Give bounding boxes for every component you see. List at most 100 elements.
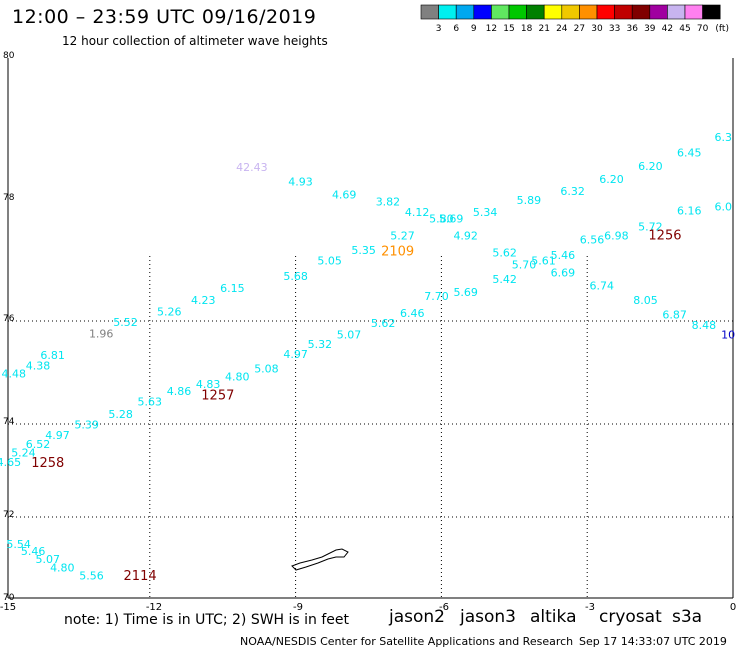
swh-value: 4.38 <box>26 359 51 372</box>
legend-jason3: jason3 <box>460 607 516 627</box>
color-bin-label: 21 <box>538 24 549 34</box>
color-bin-label: 36 <box>626 24 638 34</box>
swh-value: 4.80 <box>50 561 75 574</box>
color-bin-label: 45 <box>679 24 690 34</box>
color-swatch <box>543 4 563 20</box>
legend-cryosat: cryosat <box>599 607 662 627</box>
swh-value: 5.69 <box>439 212 464 225</box>
swh-value: 5.26 <box>157 306 182 319</box>
lon-tick-label: -3 <box>585 602 595 613</box>
wave-height-observations: 42.434.934.693.824.125.805.695.345.896.3… <box>0 131 735 583</box>
color-bin-label: 30 <box>591 24 603 34</box>
swh-value: 5.72 <box>638 220 663 233</box>
swh-value: 4.97 <box>45 429 70 442</box>
map-title: 12:00 – 23:59 UTC 09/16/2019 <box>12 6 317 28</box>
swh-value: 5.52 <box>113 316 138 329</box>
swh-value: 6.16 <box>677 204 702 217</box>
swh-value: 5.68 <box>283 270 308 283</box>
swh-value: 6.98 <box>604 229 629 242</box>
color-swatch <box>491 4 510 20</box>
lat-tick-label: 76 <box>3 314 15 324</box>
swh-value: 6.0 <box>715 201 733 214</box>
swh-value: 6.20 <box>638 160 663 173</box>
swh-value: 4.83 <box>196 378 221 391</box>
swh-value: 10 <box>721 329 735 342</box>
map-grid <box>7 58 734 599</box>
color-swatch <box>420 4 439 20</box>
color-bin-label: 70 <box>697 24 709 34</box>
lat-tick-label: 74 <box>3 417 15 427</box>
color-swatch <box>631 4 651 20</box>
swh-value: 6.3 <box>715 131 733 144</box>
legend-altika: altika <box>530 607 577 627</box>
generation-timestamp: Sep 17 14:33:07 UTC 2019 <box>579 635 727 648</box>
swh-value: 42.43 <box>236 161 268 174</box>
color-swatch <box>702 4 721 20</box>
swh-value: 6.74 <box>590 279 615 292</box>
color-swatch <box>684 4 703 20</box>
color-bin-label: 3 <box>436 24 442 34</box>
swh-value: 5.32 <box>308 338 333 351</box>
color-bin-label: 15 <box>503 24 514 34</box>
swh-value: 1.96 <box>89 327 114 340</box>
swh-value: 7.70 <box>424 290 449 303</box>
color-unit-label: (ft) <box>715 24 729 34</box>
lon-tick-label: -9 <box>293 602 303 613</box>
swh-value: 5.54 <box>6 538 31 551</box>
color-scale-legend: 3 6 9 12 15 18 21 24 27 30 33 36 39 42 45 70 (ft) <box>420 4 729 34</box>
swh-value: 5.56 <box>79 569 104 582</box>
swh-value: 5.35 <box>351 244 376 257</box>
swh-value: 4.92 <box>453 229 478 242</box>
swh-value: 4.86 <box>167 385 192 398</box>
swh-value: 5.42 <box>492 273 517 286</box>
lon-tick-label: -6 <box>439 602 449 613</box>
swh-value: 6.15 <box>220 282 245 295</box>
swh-value: 3.82 <box>376 195 401 208</box>
color-bin-label: 9 <box>471 24 477 34</box>
swh-value: 4.80 <box>225 371 250 384</box>
lat-tick-label: 72 <box>3 510 14 520</box>
swh-value: 5.69 <box>453 286 478 299</box>
color-swatch <box>561 4 580 20</box>
swh-value: 6.45 <box>677 147 702 160</box>
swh-value: 5.46 <box>21 545 46 558</box>
lon-tick-label: 0 <box>730 602 736 613</box>
lon-tick-label: -12 <box>146 602 162 613</box>
swh-value: 5.07 <box>337 329 362 342</box>
swh-value: 5.39 <box>74 419 99 432</box>
color-swatch <box>649 4 668 20</box>
swh-value: 5.46 <box>551 249 576 262</box>
swh-value: 5.63 <box>138 395 163 408</box>
swh-value: 5.62 <box>371 317 396 330</box>
lat-tick-label: 78 <box>3 193 15 203</box>
swh-value: 6.87 <box>662 308 687 321</box>
swh-value: 5.70 <box>512 258 537 271</box>
color-bin-label: 18 <box>521 24 533 34</box>
swh-value: 4.23 <box>191 294 216 307</box>
footer-note: note: 1) Time is in UTC; 2) SWH is in fe… <box>64 612 350 628</box>
swh-value: 5.27 <box>390 229 415 242</box>
color-swatch <box>455 4 475 20</box>
swh-value: 8.05 <box>633 294 658 307</box>
swh-value: 5.89 <box>517 194 542 207</box>
color-swatch <box>473 4 492 20</box>
color-swatch <box>508 4 527 20</box>
color-bin-label: 6 <box>453 24 459 34</box>
swh-value: 6.52 <box>26 438 51 451</box>
color-bin-label: 42 <box>662 24 673 34</box>
swh-value: 4.93 <box>288 176 313 189</box>
swh-value: 5.05 <box>317 254 342 267</box>
map-subtitle: 12 hour collection of altimeter wave hei… <box>62 34 328 48</box>
swh-value: 5.07 <box>35 553 60 566</box>
time-stamps: 2109 1256 1257 1258 2114 <box>31 228 681 584</box>
swh-value: 6.32 <box>560 185 585 198</box>
legend-jason2: jason2 <box>389 607 445 627</box>
swh-value: 5.80 <box>429 212 454 225</box>
color-swatch <box>667 4 686 20</box>
swh-value: 6.81 <box>40 349 65 362</box>
swh-value: 4.48 <box>1 368 26 381</box>
color-swatch <box>526 4 545 20</box>
credit-line: NOAA/NESDIS Center for Satellite Applica… <box>240 635 574 648</box>
swh-value: 4.69 <box>332 189 357 202</box>
